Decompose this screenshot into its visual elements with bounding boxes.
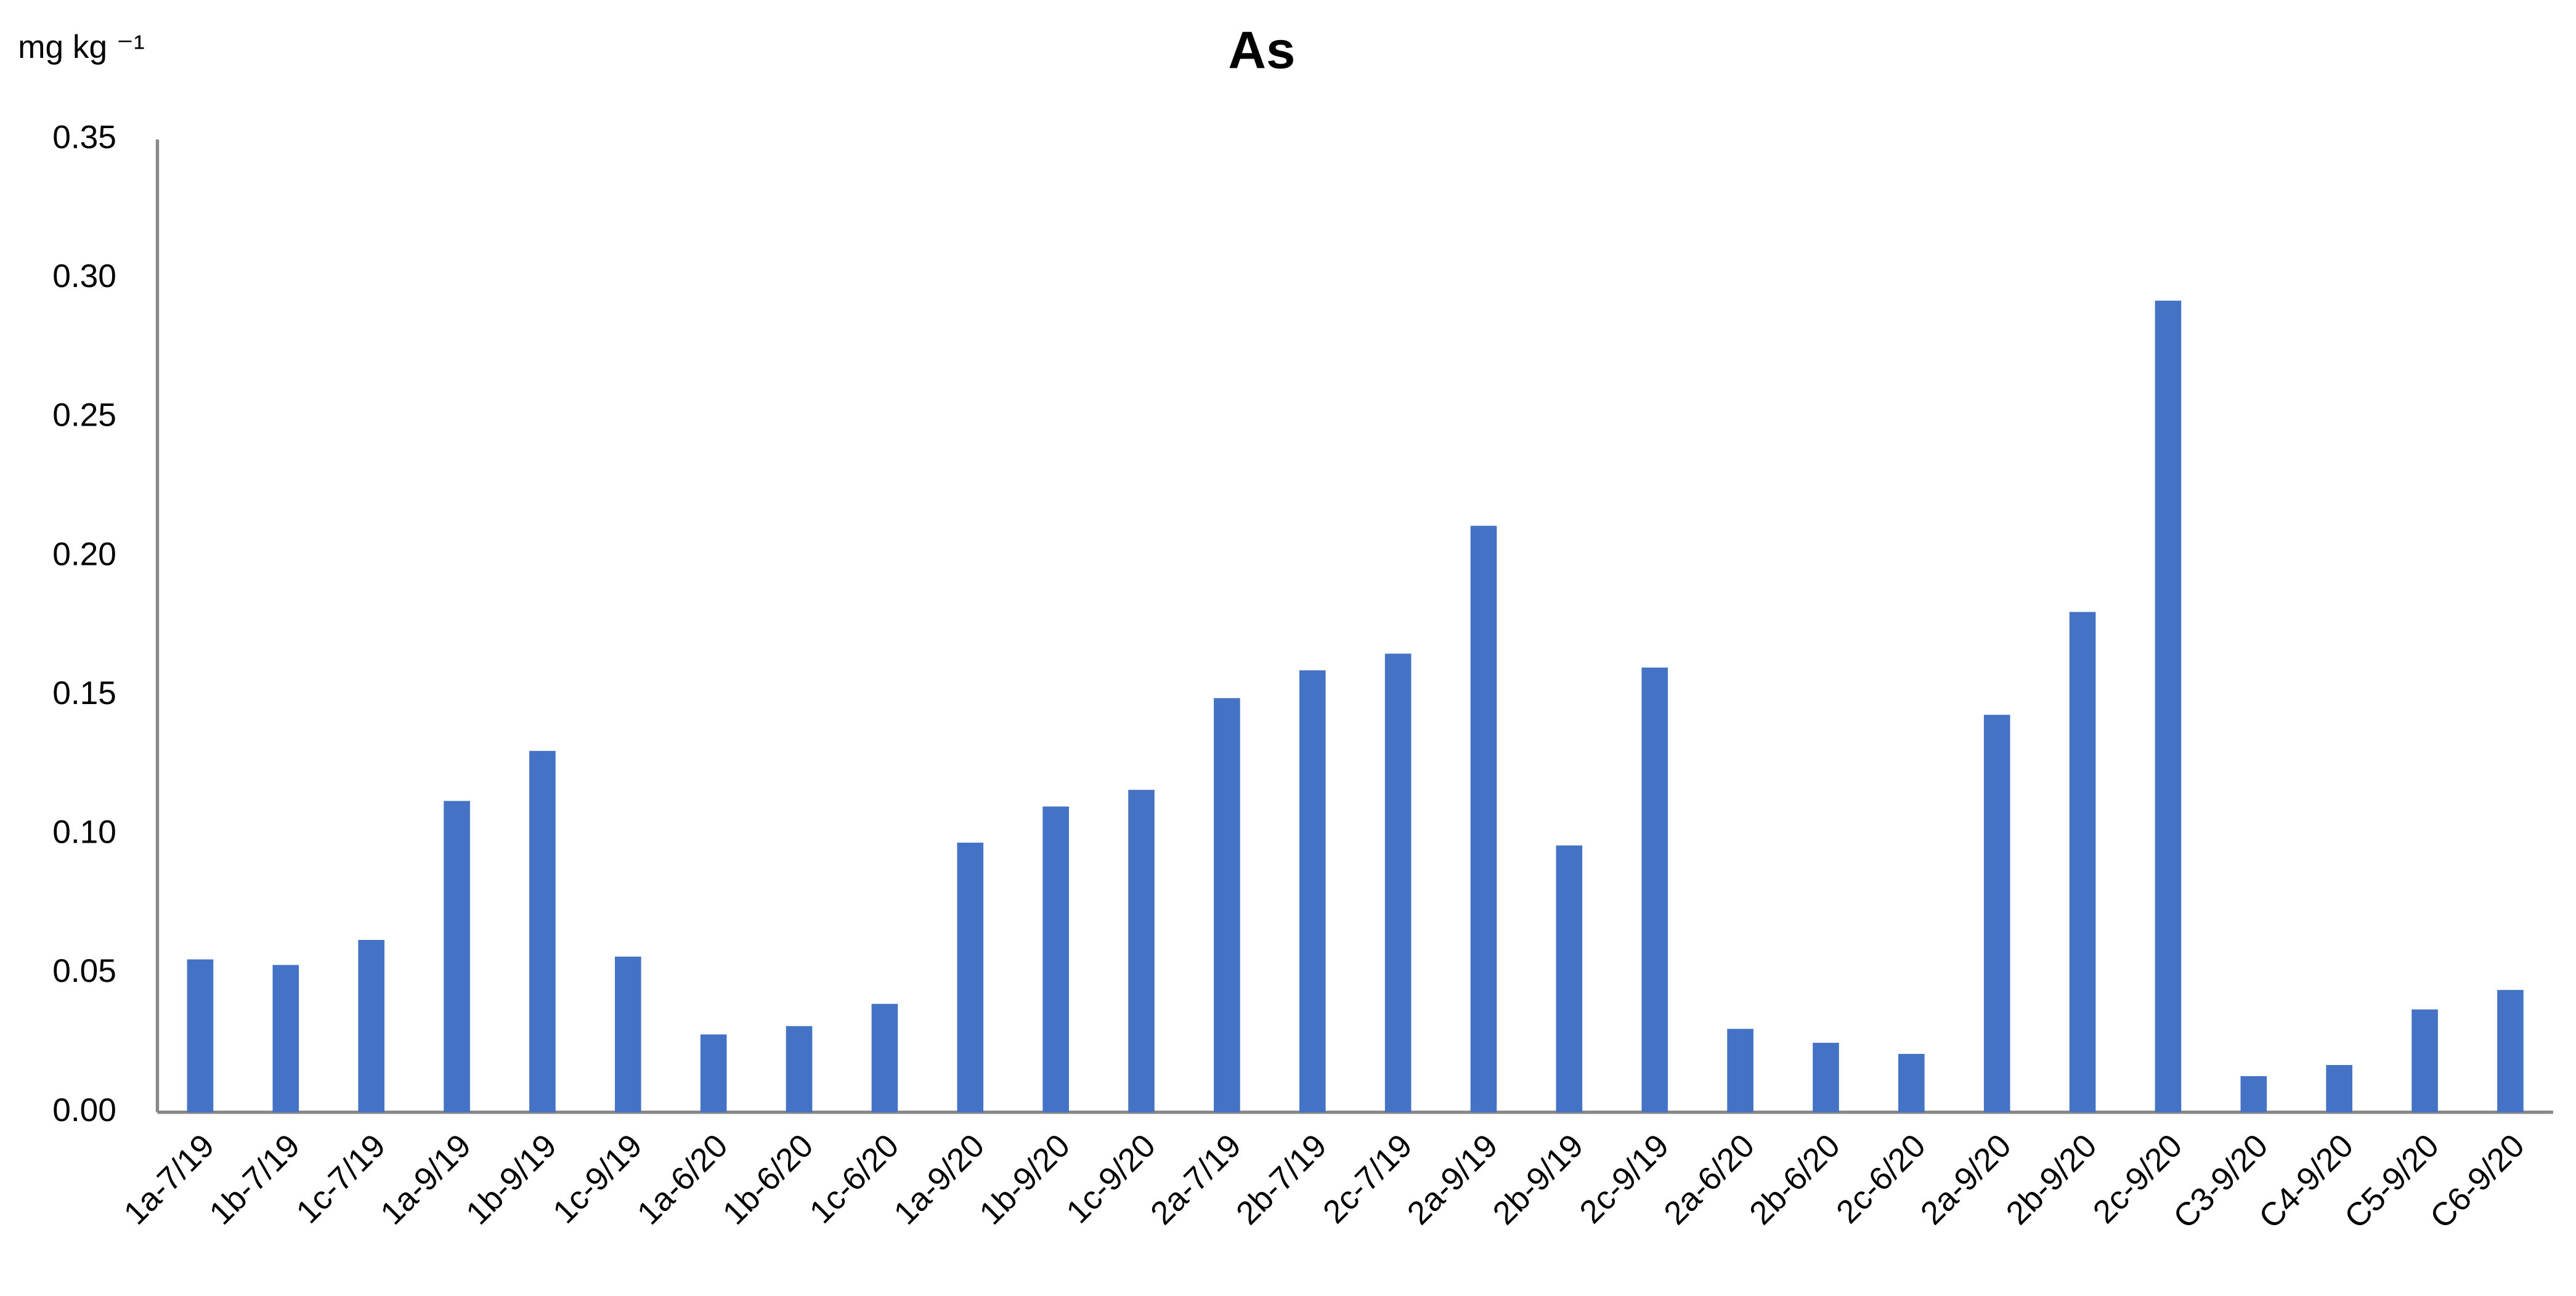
- y-tick-label: 0.00: [52, 1092, 116, 1128]
- bar: [1470, 525, 1497, 1112]
- bar: [2240, 1076, 2267, 1112]
- chart-title: As: [1228, 21, 1295, 79]
- y-axis-label: mg kg ⁻¹: [18, 29, 145, 65]
- bar: [2497, 990, 2524, 1112]
- bar: [1042, 806, 1069, 1112]
- y-tick-label: 0.10: [52, 814, 116, 851]
- bar: [444, 801, 470, 1112]
- bar: [700, 1034, 727, 1112]
- y-tick-label: 0.05: [52, 953, 116, 989]
- y-tick-label: 0.20: [52, 536, 116, 572]
- bar: [187, 959, 214, 1112]
- bar: [786, 1026, 813, 1112]
- bar: [1813, 1042, 1839, 1112]
- bar: [1128, 790, 1155, 1112]
- bar: [1214, 698, 1240, 1112]
- bar: [1983, 715, 2010, 1112]
- bar: [957, 843, 984, 1112]
- y-tick-label: 0.15: [52, 675, 116, 711]
- bar: [2326, 1065, 2353, 1112]
- bar: [1556, 845, 1583, 1112]
- bar: [1641, 667, 1668, 1112]
- y-tick-label: 0.35: [52, 119, 116, 155]
- y-tick-label: 0.30: [52, 258, 116, 294]
- bar: [1898, 1053, 1925, 1112]
- bar: [2411, 1009, 2438, 1112]
- bar: [272, 965, 299, 1112]
- bar: [2155, 301, 2182, 1112]
- y-tick-label: 0.25: [52, 397, 116, 434]
- bar: [1299, 670, 1326, 1112]
- bar: [1384, 654, 1412, 1112]
- bar: [614, 957, 641, 1112]
- bar: [1727, 1029, 1753, 1112]
- bar: [2069, 612, 2096, 1112]
- bar: [358, 939, 384, 1112]
- bar: [871, 1003, 898, 1112]
- bar: [529, 751, 556, 1112]
